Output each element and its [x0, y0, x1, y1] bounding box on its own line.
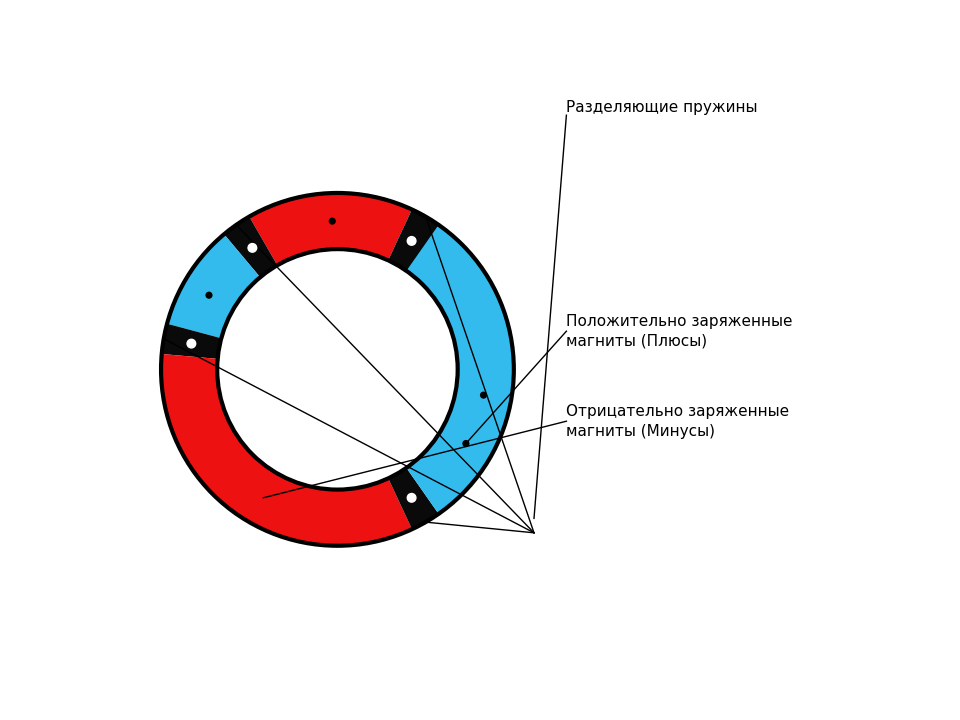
Circle shape	[407, 493, 416, 502]
Wedge shape	[224, 217, 277, 277]
Wedge shape	[167, 234, 260, 338]
Circle shape	[187, 339, 196, 348]
Circle shape	[206, 292, 212, 298]
Wedge shape	[161, 324, 222, 359]
Wedge shape	[388, 210, 514, 514]
Wedge shape	[388, 210, 439, 271]
Circle shape	[407, 237, 416, 246]
Circle shape	[248, 243, 256, 252]
Text: Отрицательно заряженные
магниты (Минусы): Отрицательно заряженные магниты (Минусы)	[566, 404, 789, 438]
Circle shape	[329, 218, 335, 224]
Text: Положительно заряженные
магниты (Плюсы): Положительно заряженные магниты (Плюсы)	[566, 314, 793, 348]
Text: Разделяющие пружины: Разделяющие пружины	[566, 100, 757, 115]
Wedge shape	[250, 193, 412, 265]
Circle shape	[481, 392, 487, 398]
Wedge shape	[161, 354, 412, 546]
Wedge shape	[388, 468, 439, 529]
Circle shape	[463, 441, 468, 446]
